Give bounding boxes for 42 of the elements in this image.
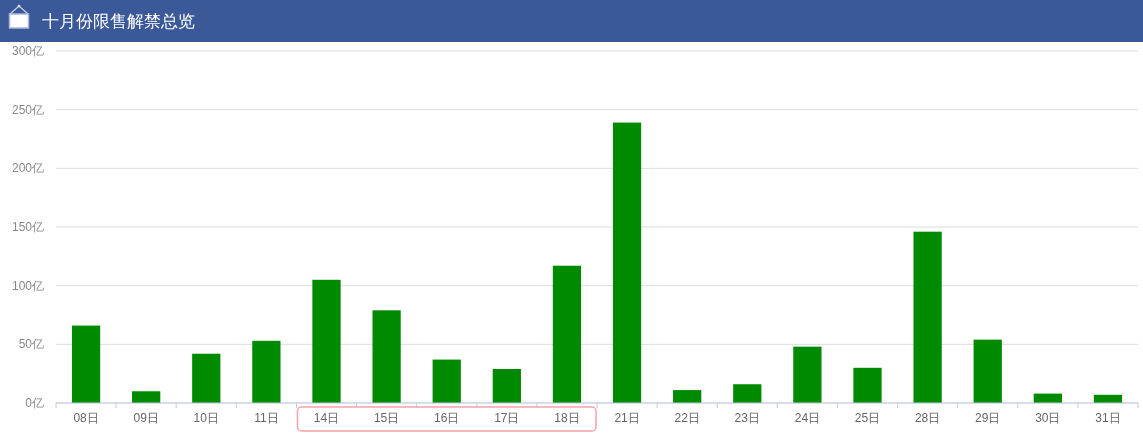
bar	[913, 231, 942, 403]
bar	[733, 384, 762, 403]
y-tick-label: 150亿	[11, 220, 44, 234]
x-tick-label: 16日	[434, 411, 460, 425]
y-tick-label: 200亿	[11, 161, 44, 176]
bar	[973, 339, 1002, 403]
x-tick-label: 25日	[854, 411, 881, 425]
x-tick-label: 11日	[254, 411, 279, 425]
x-tick-label: 30日	[1035, 411, 1061, 425]
x-tick-label: 08日	[73, 411, 99, 425]
x-tick-label: 31日	[1095, 411, 1121, 425]
bar	[252, 340, 281, 403]
x-tick-label: 22日	[674, 411, 700, 425]
bar	[612, 122, 642, 403]
bar	[312, 279, 341, 403]
x-tick-label: 10日	[193, 411, 219, 425]
bar	[492, 368, 521, 403]
x-tick-label: 21日	[614, 411, 640, 425]
x-tick-label: 14日	[313, 411, 340, 425]
x-tick-label: 15日	[373, 411, 400, 425]
x-tick-label: 18日	[554, 411, 580, 425]
y-tick-label: 50亿	[18, 337, 44, 352]
bar	[432, 359, 461, 403]
bar	[71, 325, 101, 403]
bar	[853, 367, 882, 403]
bar	[372, 310, 401, 403]
x-tick-label: 29日	[975, 411, 1001, 425]
y-tick-label: 0亿	[25, 396, 44, 410]
x-tick-label: 09日	[133, 411, 159, 425]
bar	[192, 353, 221, 403]
bar	[793, 346, 822, 403]
y-tick-label: 250亿	[11, 102, 44, 117]
y-tick-label: 100亿	[11, 278, 44, 293]
chart-title: 十月份限售解禁总览	[42, 12, 195, 31]
x-tick-label: 24日	[794, 411, 821, 425]
bar	[673, 390, 702, 403]
x-tick-label: 17日	[494, 411, 520, 425]
x-tick-label: 23日	[734, 411, 760, 425]
x-tick-label: 28日	[914, 411, 941, 425]
bar	[552, 265, 582, 403]
y-tick-label: 300亿	[11, 44, 44, 58]
bar	[132, 391, 161, 403]
